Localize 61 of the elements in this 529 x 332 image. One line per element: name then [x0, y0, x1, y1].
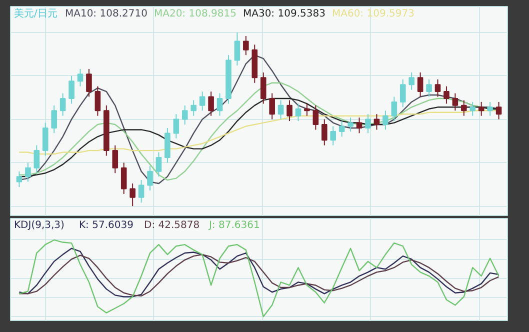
candlestick	[312, 104, 319, 130]
candlestick	[295, 103, 302, 122]
candlestick	[278, 100, 284, 120]
candlestick	[51, 104, 57, 134]
candlestick	[130, 183, 136, 207]
candlestick	[199, 91, 206, 112]
chart-title: 美元/日元	[14, 8, 58, 20]
candlestick	[34, 144, 40, 174]
candlestick	[452, 92, 458, 112]
candlestick	[374, 114, 380, 130]
text: D: 42.5878	[144, 220, 200, 231]
candlestick	[338, 120, 345, 138]
candlestick	[16, 170, 22, 188]
candlestick	[243, 36, 249, 56]
candlestick	[77, 68, 84, 87]
candlestick	[365, 114, 371, 134]
candlestick	[408, 72, 414, 90]
candlestick	[216, 92, 223, 116]
candlestick	[234, 32, 240, 66]
text: MA20: 108.9815	[154, 8, 236, 20]
candlestick	[173, 114, 180, 139]
chart-title: KDJ(9,3,3)	[14, 220, 65, 231]
text: MA60: 109.5973	[332, 8, 414, 20]
candlestick	[487, 101, 493, 116]
candlestick	[190, 100, 197, 116]
text: MA30: 109.5383	[242, 8, 326, 20]
candlestick	[348, 117, 354, 132]
candlestick	[417, 72, 424, 98]
series-label: J: 87.6361	[208, 220, 260, 231]
candlestick	[112, 144, 118, 174]
candlestick	[42, 122, 48, 156]
candlestick	[382, 110, 388, 130]
candlestick	[120, 162, 127, 194]
text: MA10: 108.2710	[64, 8, 148, 20]
series-label: K: 57.6039	[78, 220, 134, 231]
candlestick	[444, 86, 450, 104]
candlestick	[470, 101, 476, 116]
candlestick	[60, 92, 66, 116]
candlestick	[269, 92, 275, 120]
candlestick	[400, 78, 406, 108]
candlestick	[391, 96, 398, 122]
candlestick	[156, 152, 162, 178]
candlestick	[182, 104, 188, 126]
candlestick	[86, 68, 92, 98]
candlestick	[68, 75, 74, 104]
candlestick	[94, 86, 101, 116]
candlestick	[426, 78, 432, 98]
candlestick	[356, 117, 362, 134]
candlestick	[461, 100, 467, 116]
candlestick	[330, 126, 336, 146]
candlestick	[208, 91, 214, 116]
candlestick	[138, 180, 144, 204]
candlestick	[147, 166, 153, 191]
candlestick	[304, 103, 310, 116]
candlestick	[478, 101, 484, 116]
candlestick	[321, 118, 328, 146]
candlestick	[286, 100, 292, 122]
candlestick	[496, 101, 502, 120]
candlestick	[434, 78, 441, 98]
candlestick	[260, 72, 266, 104]
candlestick	[25, 162, 31, 182]
